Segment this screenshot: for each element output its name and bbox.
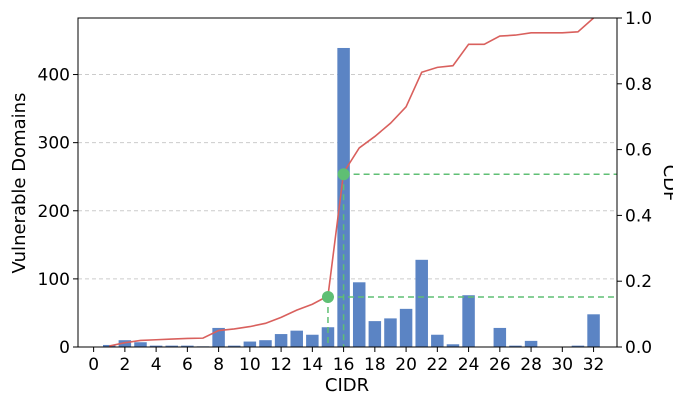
x-tick-label: 6 xyxy=(182,355,193,375)
bar xyxy=(446,344,460,347)
x-tick-label: 16 xyxy=(333,355,355,375)
x-axis-label: CIDR xyxy=(325,375,369,394)
x-tick-label: 20 xyxy=(395,355,417,375)
bar xyxy=(509,345,522,347)
x-tick-label: 14 xyxy=(302,355,324,375)
bar xyxy=(165,345,178,347)
bar xyxy=(431,334,444,347)
bar xyxy=(227,345,241,347)
x-tick-label: 26 xyxy=(489,355,511,375)
y-tick-label: 100 xyxy=(38,270,70,290)
x-tick-label: 10 xyxy=(239,355,261,375)
y2-tick-label: 1.0 xyxy=(625,9,652,29)
y2-axis-label: CDF xyxy=(659,165,673,202)
bar xyxy=(274,334,288,347)
y-tick-label: 400 xyxy=(38,66,70,86)
y-tick-label: 300 xyxy=(38,134,70,154)
bar xyxy=(181,345,194,347)
bar xyxy=(243,341,257,347)
bar xyxy=(587,314,600,347)
x-tick-label: 12 xyxy=(270,355,292,375)
bar xyxy=(571,345,585,347)
bar xyxy=(134,342,147,347)
bar xyxy=(399,308,413,347)
bar xyxy=(149,345,163,347)
x-tick-label: 2 xyxy=(119,355,130,375)
cdf-series xyxy=(109,17,595,347)
bar-series xyxy=(102,47,600,348)
x-tick-label: 24 xyxy=(458,355,480,375)
y2-tick-label: 0.2 xyxy=(625,272,652,292)
cdf-marker xyxy=(321,290,334,303)
plot-frame xyxy=(77,17,618,348)
cdf-markers xyxy=(321,168,617,347)
bar xyxy=(462,295,475,347)
y-tick-label: 200 xyxy=(38,202,70,222)
x-tick-label: 30 xyxy=(551,355,573,375)
bar xyxy=(524,340,538,347)
y2-tick-label: 0.8 xyxy=(625,75,652,95)
bar xyxy=(306,334,319,347)
x-tick-label: 8 xyxy=(213,355,224,375)
x-tick-label: 28 xyxy=(520,355,542,375)
plot-border xyxy=(77,17,618,348)
bar xyxy=(384,318,397,347)
bar xyxy=(118,340,132,347)
x-tick-label: 32 xyxy=(583,355,605,375)
y2-tick-label: 0.0 xyxy=(625,338,652,358)
bar xyxy=(352,282,366,347)
bar xyxy=(368,321,382,347)
tick-labels: 0 2 4 6 8 10 12 14 16 18 20 22 24 26 28 30 3201002003004… xyxy=(38,9,653,375)
bar xyxy=(415,259,428,347)
y-tick-label: 0 xyxy=(59,338,70,358)
x-tick-label: 18 xyxy=(364,355,386,375)
bar xyxy=(259,340,272,347)
x-tick-label: 4 xyxy=(151,355,162,375)
cdf-line xyxy=(109,17,595,347)
bar xyxy=(290,330,303,347)
bar xyxy=(493,327,507,347)
x-tick-label: 22 xyxy=(427,355,449,375)
cdf-marker xyxy=(337,168,350,181)
y-axis-label: Vulnerable Domains xyxy=(9,93,30,274)
x-tick-label: 0 xyxy=(88,355,99,375)
y2-tick-label: 0.4 xyxy=(625,206,652,226)
y2-tick-label: 0.6 xyxy=(625,141,652,161)
